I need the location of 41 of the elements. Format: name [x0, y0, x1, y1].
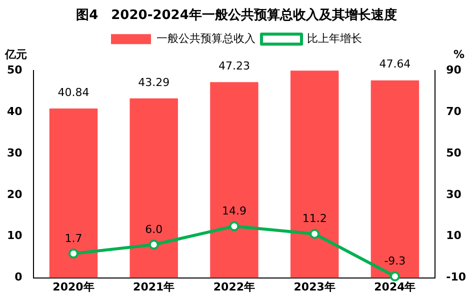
legend-label: 比上年增长	[307, 32, 362, 45]
y-axis-title: 亿元	[4, 48, 27, 61]
chart-title: 图4 2020-2024年一般公共预算总收入及其增长速度	[76, 7, 397, 24]
y2-tick-label: 50	[446, 146, 462, 160]
y2-tick-label: -10	[446, 270, 466, 284]
point	[148, 240, 159, 250]
y-tick-label: 20	[6, 188, 23, 201]
data-label: 47.64	[379, 58, 411, 71]
x-tick-label: 2022年	[213, 280, 256, 294]
data-label: 43.29	[138, 76, 170, 89]
bar	[130, 98, 178, 278]
y-tick-label: 40	[6, 104, 23, 118]
data-label: 11.2	[302, 212, 327, 226]
x-tick-label: 2020年	[52, 280, 94, 294]
point	[390, 271, 400, 282]
bar	[49, 108, 98, 278]
y2-axis-title: %	[453, 48, 465, 61]
bar	[370, 80, 420, 278]
data-label: 1.7	[64, 232, 82, 245]
point	[229, 221, 240, 232]
legend-label: 一般公共预算总收入	[156, 32, 256, 45]
x-tick-label: 2021年	[133, 280, 175, 294]
bar	[210, 82, 258, 278]
y-tick-label: 0	[14, 270, 23, 284]
x-tick-label: 2024年	[374, 280, 416, 294]
y2-tick-label: 90	[446, 63, 462, 76]
bar	[290, 70, 339, 278]
y-tick-label: 50	[6, 63, 23, 76]
x-tick-label: 2023年	[294, 280, 336, 294]
y-tick-label: 30	[6, 146, 23, 160]
y-tick-label: 10	[6, 229, 23, 242]
y2-tick-label: 10	[446, 229, 462, 242]
point	[310, 228, 320, 239]
data-label: -9.3	[384, 254, 406, 268]
data-label: 14.9	[222, 204, 246, 218]
y2-tick-label: 70	[446, 104, 462, 118]
data-label: 47.23	[218, 59, 250, 72]
data-label: 40.84	[58, 86, 90, 99]
y2-tick-label: 30	[446, 188, 462, 201]
point	[68, 248, 78, 259]
data-label: 6.0	[145, 223, 163, 236]
